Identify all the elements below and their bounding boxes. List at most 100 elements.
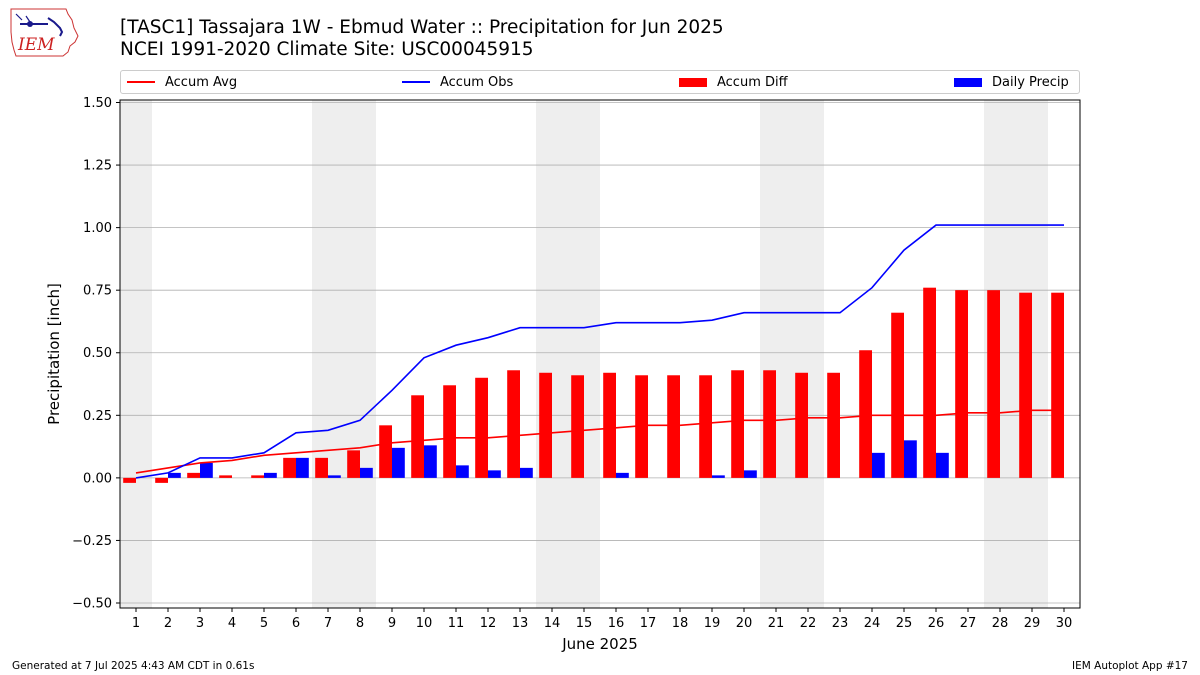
accum-diff-bar xyxy=(827,372,840,478)
iem-logo: IEM xyxy=(10,8,79,57)
y-axis-label: Precipitation [inch] xyxy=(45,283,63,425)
daily-precip-bar xyxy=(488,470,501,478)
accum-diff-bar xyxy=(475,377,488,478)
legend: Accum Avg Accum Obs Accum Diff Daily Pre… xyxy=(120,70,1080,94)
x-tick-label: 7 xyxy=(324,616,332,631)
daily-precip-bar xyxy=(328,475,341,478)
accum-diff-bar xyxy=(1019,292,1032,478)
x-tick-label: 23 xyxy=(832,616,849,631)
accum-diff-bar xyxy=(123,477,136,483)
x-tick-label: 11 xyxy=(448,616,465,631)
x-tick-label: 30 xyxy=(1056,616,1073,631)
daily-precip-bar xyxy=(424,445,437,478)
legend-swatch-accum-obs xyxy=(402,81,430,83)
weekend-shade xyxy=(312,100,344,608)
accum-diff-bar xyxy=(667,375,680,478)
daily-precip-bar xyxy=(712,475,725,478)
x-tick-label: 1 xyxy=(132,616,140,631)
x-tick-label: 21 xyxy=(768,616,785,631)
legend-label-daily-precip: Daily Precip xyxy=(992,74,1069,90)
legend-swatch-accum-diff xyxy=(679,77,707,87)
accum-diff-bar xyxy=(795,372,808,478)
legend-swatch-daily-precip xyxy=(954,77,982,87)
accum-diff-bar xyxy=(539,372,552,478)
accum-diff-bar xyxy=(923,287,936,478)
accum-diff-bar xyxy=(891,312,904,478)
accum-diff-bar xyxy=(571,375,584,478)
x-tick-label: 18 xyxy=(672,616,689,631)
x-tick-label: 3 xyxy=(196,616,204,631)
x-tick-label: 25 xyxy=(896,616,913,631)
weekend-shade xyxy=(568,100,600,608)
daily-precip-bar xyxy=(904,440,917,478)
logo-text: IEM xyxy=(17,35,55,55)
accum-diff-bar xyxy=(699,375,712,478)
accum-diff-bar xyxy=(1051,292,1064,478)
daily-precip-bar xyxy=(936,452,949,478)
x-tick-label: 10 xyxy=(416,616,433,631)
daily-precip-bar xyxy=(456,465,469,478)
y-tick-label: 1.25 xyxy=(83,159,112,174)
daily-precip-bar xyxy=(744,470,757,478)
weekend-shade xyxy=(792,100,824,608)
x-tick-label: 19 xyxy=(704,616,721,631)
x-tick-label: 29 xyxy=(1024,616,1041,631)
daily-precip-bar xyxy=(168,472,181,478)
x-tick-label: 24 xyxy=(864,616,881,631)
x-tick-label: 14 xyxy=(544,616,561,631)
y-tick-label: 0.50 xyxy=(83,346,112,361)
accum-diff-bar xyxy=(955,290,968,478)
y-tick-label: −0.50 xyxy=(72,596,112,611)
accum-diff-bar xyxy=(251,475,264,478)
legend-label-accum-diff: Accum Diff xyxy=(717,74,788,90)
weekend-shade xyxy=(760,100,792,608)
legend-item-accum-obs: Accum Obs xyxy=(402,71,513,93)
accum-diff-bar xyxy=(731,370,744,478)
legend-item-daily-precip: Daily Precip xyxy=(954,71,1069,93)
footer-app: IEM Autoplot App #17 xyxy=(1072,660,1188,672)
legend-item-accum-avg: Accum Avg xyxy=(127,71,237,93)
weekend-shade xyxy=(536,100,568,608)
accum-diff-bar xyxy=(219,475,232,478)
accum-diff-bar xyxy=(411,395,424,478)
accum-diff-bar xyxy=(379,425,392,478)
chart-subtitle: NCEI 1991-2020 Climate Site: USC00045915 xyxy=(120,39,534,60)
accum-diff-bar xyxy=(507,370,520,478)
accum-diff-bar xyxy=(283,457,296,478)
x-tick-label: 22 xyxy=(800,616,817,631)
accum-diff-bar xyxy=(987,290,1000,478)
x-tick-label: 12 xyxy=(480,616,497,631)
x-tick-label: 26 xyxy=(928,616,945,631)
accum-obs-line xyxy=(135,224,1064,479)
y-tick-label: 0.75 xyxy=(83,284,112,299)
x-tick-label: 6 xyxy=(292,616,300,631)
accum-diff-bar xyxy=(763,370,776,478)
legend-swatch-accum-avg xyxy=(127,81,155,83)
daily-precip-bar xyxy=(872,452,885,478)
y-tick-label: 1.50 xyxy=(83,96,112,111)
daily-precip-bar xyxy=(360,467,373,478)
legend-item-accum-diff: Accum Diff xyxy=(679,71,788,93)
x-tick-label: 8 xyxy=(356,616,364,631)
x-tick-label: 4 xyxy=(228,616,236,631)
daily-precip-bar xyxy=(296,457,309,478)
x-tick-label: 13 xyxy=(512,616,529,631)
accum-avg-line xyxy=(135,409,1064,474)
x-tick-label: 17 xyxy=(640,616,657,631)
accum-diff-bar xyxy=(859,350,872,478)
legend-label-accum-avg: Accum Avg xyxy=(165,74,238,90)
x-axis-label: June 2025 xyxy=(561,635,638,653)
chart-title: [TASC1] Tassajara 1W - Ebmud Water :: Pr… xyxy=(120,17,724,38)
accum-diff-bar xyxy=(347,450,360,478)
accum-diff-bar xyxy=(443,385,456,478)
x-tick-label: 28 xyxy=(992,616,1009,631)
y-tick-label: −0.25 xyxy=(72,534,112,549)
daily-precip-bar xyxy=(520,467,533,478)
x-tick-label: 16 xyxy=(608,616,625,631)
y-tick-label: 0.25 xyxy=(83,409,112,424)
accum-diff-bar xyxy=(315,457,328,478)
x-tick-label: 2 xyxy=(164,616,172,631)
x-tick-label: 20 xyxy=(736,616,753,631)
accum-diff-bar xyxy=(187,472,200,478)
daily-precip-bar xyxy=(392,447,405,478)
